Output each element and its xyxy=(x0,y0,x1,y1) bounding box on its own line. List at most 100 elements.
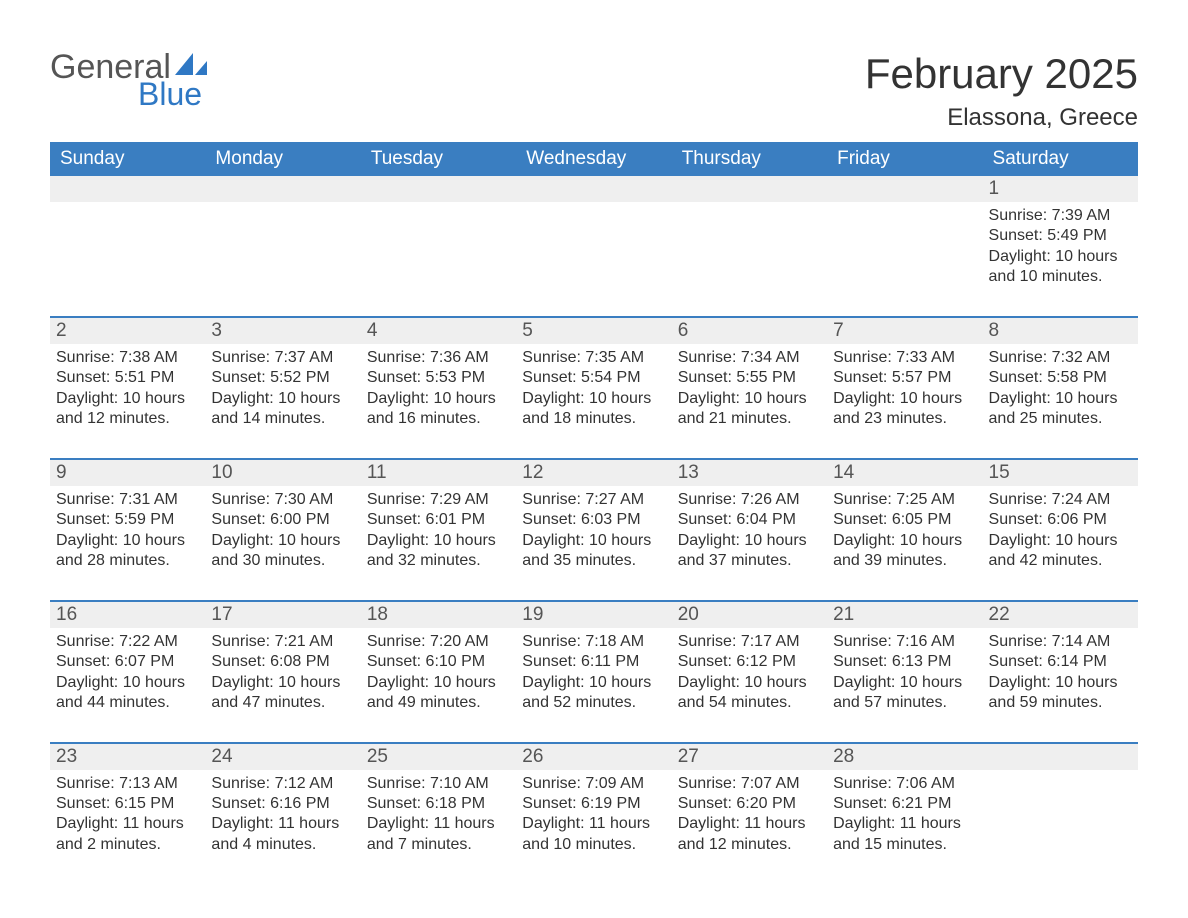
daylight-text: Daylight: 10 hours and 59 minutes. xyxy=(989,673,1132,714)
day-cell xyxy=(983,770,1138,856)
sunset-text: Sunset: 6:11 PM xyxy=(522,652,665,672)
sunrise-text: Sunrise: 7:17 AM xyxy=(678,632,821,652)
sunset-text: Sunset: 6:13 PM xyxy=(833,652,976,672)
sunset-text: Sunset: 6:10 PM xyxy=(367,652,510,672)
sunset-text: Sunset: 5:51 PM xyxy=(56,368,199,388)
day-cell: Sunrise: 7:13 AMSunset: 6:15 PMDaylight:… xyxy=(50,770,205,856)
daylight-text: Daylight: 10 hours and 10 minutes. xyxy=(989,247,1132,288)
sunrise-text: Sunrise: 7:39 AM xyxy=(989,206,1132,226)
sunset-text: Sunset: 6:05 PM xyxy=(833,510,976,530)
day-cell: Sunrise: 7:18 AMSunset: 6:11 PMDaylight:… xyxy=(516,628,671,714)
day-number: 15 xyxy=(983,460,1138,486)
daylight-text: Daylight: 10 hours and 54 minutes. xyxy=(678,673,821,714)
daybody-row: Sunrise: 7:39 AMSunset: 5:49 PMDaylight:… xyxy=(50,202,1138,288)
day-cell: Sunrise: 7:24 AMSunset: 6:06 PMDaylight:… xyxy=(983,486,1138,572)
day-number: 12 xyxy=(516,460,671,486)
week-row: 2345678 Sunrise: 7:38 AMSunset: 5:51 PM Da… xyxy=(50,316,1138,430)
sunset-text: Sunset: 5:59 PM xyxy=(56,510,199,530)
day-cell: Sunrise: 7:32 AMSunset: 5:58 PMDaylight:… xyxy=(983,344,1138,430)
sunrise-text: Sunrise: 7:10 AM xyxy=(367,774,510,794)
sunrise-text: Sunrise: 7:37 AM xyxy=(211,348,354,368)
sunset-text: Sunset: 6:01 PM xyxy=(367,510,510,530)
sunrise-text: Sunrise: 7:22 AM xyxy=(56,632,199,652)
day-number: 6 xyxy=(672,318,827,344)
daylight-text: Daylight: 10 hours and 18 minutes. xyxy=(522,389,665,430)
day-cell: Sunrise: 7:31 AMSunset: 5:59 PMDaylight:… xyxy=(50,486,205,572)
sunrise-text: Sunrise: 7:21 AM xyxy=(211,632,354,652)
day-header: Sunday xyxy=(50,142,205,176)
day-cell: Sunrise: 7:27 AMSunset: 6:03 PMDaylight:… xyxy=(516,486,671,572)
day-number: 3 xyxy=(205,318,360,344)
daylight-text: Daylight: 10 hours and 37 minutes. xyxy=(678,531,821,572)
day-number: 11 xyxy=(361,460,516,486)
day-number: 10 xyxy=(205,460,360,486)
day-cell xyxy=(361,202,516,288)
day-cell: Sunrise: 7:17 AMSunset: 6:12 PMDaylight:… xyxy=(672,628,827,714)
sunrise-text: Sunrise: 7:32 AM xyxy=(989,348,1132,368)
sunset-text: Sunset: 6:21 PM xyxy=(833,794,976,814)
sunrise-text: Sunrise: 7:25 AM xyxy=(833,490,976,510)
sunrise-text: Sunrise: 7:38 AM xyxy=(56,348,199,368)
daylight-text: Daylight: 11 hours and 10 minutes. xyxy=(522,814,665,855)
day-number: 13 xyxy=(672,460,827,486)
day-number: 23 xyxy=(50,744,205,770)
day-number: 21 xyxy=(827,602,982,628)
sunrise-text: Sunrise: 7:20 AM xyxy=(367,632,510,652)
day-number: 27 xyxy=(672,744,827,770)
sunset-text: Sunset: 6:15 PM xyxy=(56,794,199,814)
day-cell: Sunrise: 7:37 AMSunset: 5:52 PMDaylight:… xyxy=(205,344,360,430)
day-cell: Sunrise: 7:33 AMSunset: 5:57 PMDaylight:… xyxy=(827,344,982,430)
sunrise-text: Sunrise: 7:34 AM xyxy=(678,348,821,368)
location-text: Elassona, Greece xyxy=(865,104,1138,132)
daylight-text: Daylight: 11 hours and 15 minutes. xyxy=(833,814,976,855)
sunrise-text: Sunrise: 7:35 AM xyxy=(522,348,665,368)
day-number: 4 xyxy=(361,318,516,344)
day-number xyxy=(672,176,827,202)
day-number: 22 xyxy=(983,602,1138,628)
daynum-row: 2345678 xyxy=(50,318,1138,344)
sunset-text: Sunset: 5:58 PM xyxy=(989,368,1132,388)
day-cell: Sunrise: 7:25 AMSunset: 6:05 PMDaylight:… xyxy=(827,486,982,572)
day-number: 26 xyxy=(516,744,671,770)
daybody-row: Sunrise: 7:31 AMSunset: 5:59 PMDaylight:… xyxy=(50,486,1138,572)
day-cell: Sunrise: 7:12 AMSunset: 6:16 PMDaylight:… xyxy=(205,770,360,856)
day-cell xyxy=(516,202,671,288)
week-row: 9101112131415Sunrise: 7:31 AMSunset: 5:5… xyxy=(50,458,1138,572)
day-number xyxy=(205,176,360,202)
day-number: 25 xyxy=(361,744,516,770)
daylight-text: Daylight: 10 hours and 16 minutes. xyxy=(367,389,510,430)
sunset-text: Sunset: 5:52 PM xyxy=(211,368,354,388)
day-number: 2 xyxy=(50,318,205,344)
sunset-text: Sunset: 6:16 PM xyxy=(211,794,354,814)
day-cell: Sunrise: 7:22 AMSunset: 6:07 PMDaylight:… xyxy=(50,628,205,714)
day-cell: Sunrise: 7:20 AMSunset: 6:10 PMDaylight:… xyxy=(361,628,516,714)
day-cell: Sunrise: 7:09 AMSunset: 6:19 PMDaylight:… xyxy=(516,770,671,856)
daylight-text: Daylight: 10 hours and 35 minutes. xyxy=(522,531,665,572)
daylight-text: Daylight: 11 hours and 7 minutes. xyxy=(367,814,510,855)
sunrise-text: Sunrise: 7:36 AM xyxy=(367,348,510,368)
daylight-text: Daylight: 10 hours and 57 minutes. xyxy=(833,673,976,714)
sunset-text: Sunset: 5:55 PM xyxy=(678,368,821,388)
sunset-text: Sunset: 5:53 PM xyxy=(367,368,510,388)
daylight-text: Daylight: 10 hours and 21 minutes. xyxy=(678,389,821,430)
daylight-text: Daylight: 10 hours and 25 minutes. xyxy=(989,389,1132,430)
sunset-text: Sunset: 6:07 PM xyxy=(56,652,199,672)
day-cell xyxy=(50,202,205,288)
day-number: 28 xyxy=(827,744,982,770)
daylight-text: Daylight: 10 hours and 23 minutes. xyxy=(833,389,976,430)
day-header-row: Sunday Monday Tuesday Wednesday Thursday… xyxy=(50,142,1138,176)
day-cell: Sunrise: 7:26 AMSunset: 6:04 PMDaylight:… xyxy=(672,486,827,572)
sunrise-text: Sunrise: 7:09 AM xyxy=(522,774,665,794)
sunset-text: Sunset: 6:14 PM xyxy=(989,652,1132,672)
sunset-text: Sunset: 5:57 PM xyxy=(833,368,976,388)
day-cell: Sunrise: 7:10 AMSunset: 6:18 PMDaylight:… xyxy=(361,770,516,856)
day-cell: Sunrise: 7:29 AMSunset: 6:01 PMDaylight:… xyxy=(361,486,516,572)
day-number: 24 xyxy=(205,744,360,770)
day-number: 14 xyxy=(827,460,982,486)
daylight-text: Daylight: 10 hours and 32 minutes. xyxy=(367,531,510,572)
sunrise-text: Sunrise: 7:07 AM xyxy=(678,774,821,794)
sunset-text: Sunset: 6:12 PM xyxy=(678,652,821,672)
daylight-text: Daylight: 10 hours and 52 minutes. xyxy=(522,673,665,714)
day-cell xyxy=(205,202,360,288)
week-row: 1Sunrise: 7:39 AMSunset: 5:49 PMDaylight… xyxy=(50,176,1138,288)
